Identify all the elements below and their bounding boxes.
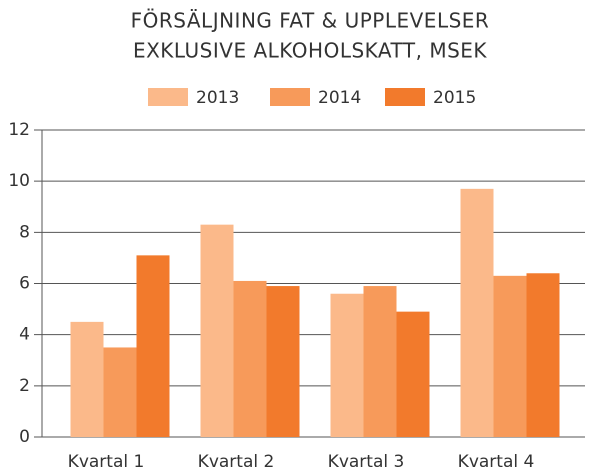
bar [103,347,137,437]
legend-swatch [270,88,310,106]
legend-label: 2013 [196,88,239,108]
y-tick-label: 10 [8,171,30,191]
bar [70,321,104,437]
legend-swatch [148,88,188,106]
bar [266,286,300,437]
legend-label: 2014 [318,88,361,108]
x-tick-label: Kvartal 2 [198,452,275,472]
chart-title: EXKLUSIVE ALKOHOLSKATT, MSEK [133,39,487,63]
bar [493,275,527,437]
x-tick-label: Kvartal 4 [458,452,535,472]
bar [200,224,234,437]
y-tick-label: 4 [19,325,30,345]
x-tick-label: Kvartal 1 [68,452,145,472]
y-tick-label: 8 [19,222,30,242]
bar [363,286,397,437]
bar [136,255,170,437]
bar [460,188,494,437]
y-tick-label: 0 [19,427,30,447]
bar [526,273,560,437]
bar [233,280,267,437]
y-tick-label: 12 [8,120,30,140]
chart-title: FÖRSÄLJNING FAT & UPPLEVELSER [131,9,490,33]
x-tick-label: Kvartal 3 [328,452,405,472]
legend-label: 2015 [433,88,476,108]
bar [330,293,364,437]
y-tick-label: 6 [19,274,30,294]
y-tick-label: 2 [19,376,30,396]
legend-swatch [385,88,425,106]
bar [396,311,430,437]
